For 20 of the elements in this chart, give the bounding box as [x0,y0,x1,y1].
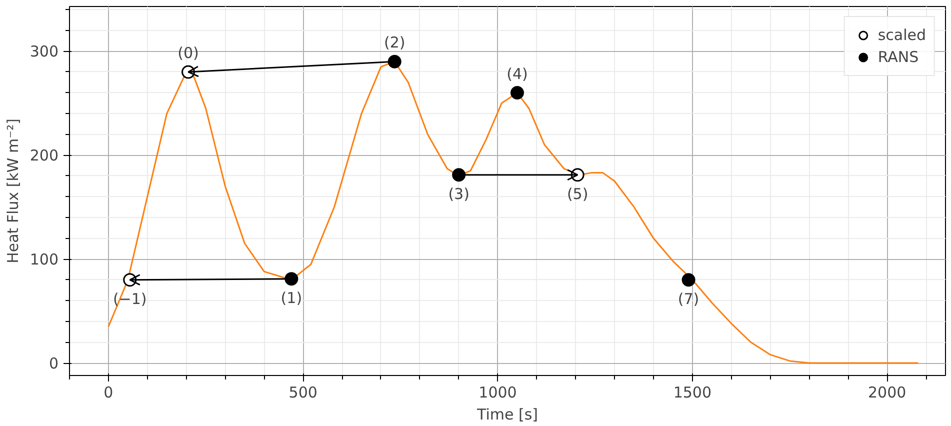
x-tick-label: 1500 [673,384,712,402]
annotation: (3) [448,184,470,203]
annotation: (4) [506,64,528,83]
y-tick-label: 100 [30,250,59,269]
x-tick-label: 500 [288,384,318,402]
annotation: (0) [178,44,199,62]
annotation: (7) [678,290,700,308]
y-tick-label: 0 [48,354,59,373]
x-axis-title: Time [s] [476,406,538,424]
legend-label: RANS [878,48,919,66]
legend-label: scaled [878,26,926,44]
x-tick-label: 0 [104,384,114,402]
y-tick-label: 200 [30,146,59,165]
annotation: (1) [280,288,302,307]
annotation: (5) [566,184,588,203]
x-tick-label: 2000 [868,384,906,402]
x-tick-label: 1000 [478,384,517,402]
y-axis-title: Heat Flux [kW m⁻²] [4,118,22,264]
annotation: (2) [384,34,406,52]
y-tick-label: 300 [30,42,59,61]
